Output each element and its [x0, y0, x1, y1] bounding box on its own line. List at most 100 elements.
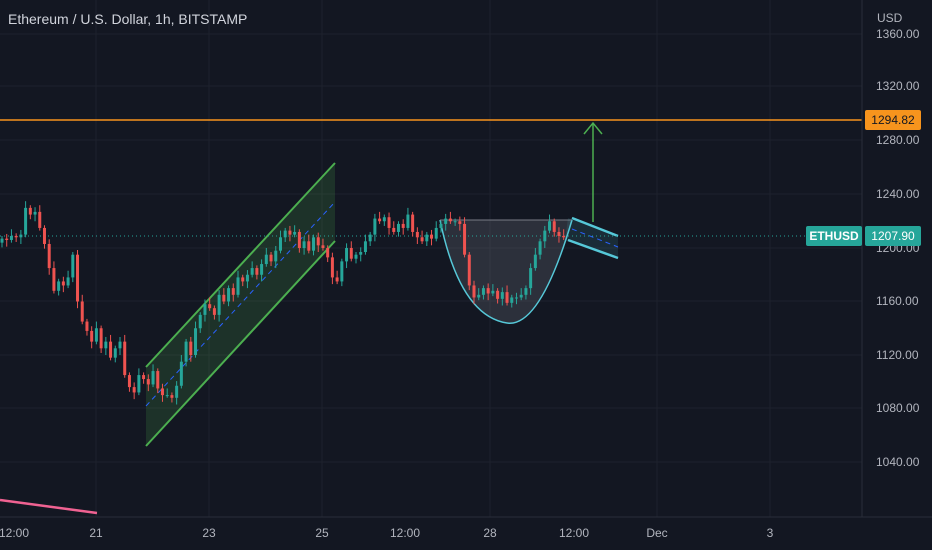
candle-body [316, 237, 320, 246]
ascending-channel[interactable] [145, 162, 336, 447]
candle-body [387, 217, 391, 228]
symbol-title: Ethereum / U.S. Dollar, 1h, BITSTAMP [8, 11, 248, 27]
candle-body [236, 277, 240, 295]
candle-body [109, 341, 113, 358]
candle-body [189, 341, 193, 355]
candle-body [297, 231, 301, 248]
candle-body [137, 375, 141, 393]
candle-body [500, 292, 504, 299]
candle-body [118, 341, 122, 349]
time-tick: 21 [89, 526, 103, 540]
price-tick: 1040.00 [876, 455, 920, 469]
candle-body [33, 211, 37, 215]
time-tick: 12:00 [559, 526, 589, 540]
price-tick: 1080.00 [876, 401, 920, 415]
time-tick: 3 [767, 526, 774, 540]
candle-body [448, 218, 452, 222]
breakout-target-arrow[interactable] [583, 121, 603, 222]
candle-body [170, 395, 174, 398]
candle-body [80, 301, 84, 322]
candle-body [57, 281, 61, 291]
candle-body [156, 371, 160, 389]
candle-body [538, 241, 542, 255]
candle-body [548, 221, 552, 231]
candle-body [61, 281, 65, 286]
candle-body [382, 217, 386, 222]
candle-body [255, 268, 259, 275]
horizontal-level-price-label: 1294.82 [865, 110, 921, 130]
candle-body [340, 261, 344, 282]
price-tick: 1360.00 [876, 27, 920, 41]
candle-body [142, 375, 146, 380]
price-axis[interactable]: 1360.00 1320.00 1280.00 1240.00 1200.00 … [861, 0, 932, 517]
candle-body [250, 268, 254, 275]
candle-body [378, 218, 382, 222]
candle-body [335, 277, 339, 282]
candle-body [264, 254, 268, 265]
candle-body [165, 395, 169, 397]
grid [0, 0, 862, 517]
candle-body [562, 235, 566, 238]
candle-body [66, 277, 70, 286]
time-tick: 25 [315, 526, 329, 540]
candle-body [373, 218, 377, 235]
candle-body [42, 227, 46, 244]
candle-body [363, 241, 367, 253]
candle-body [0, 238, 4, 243]
price-tick: 1280.00 [876, 133, 920, 147]
cup-pattern[interactable] [439, 219, 573, 324]
flag-pattern[interactable] [565, 216, 619, 260]
candle-body [349, 248, 353, 259]
candle-body [5, 238, 9, 240]
candle-body [123, 341, 127, 376]
candle-body [458, 221, 462, 224]
candle-body [222, 294, 226, 302]
candle-body [71, 254, 75, 278]
candle-body [90, 330, 94, 342]
candle-body [52, 268, 56, 291]
time-tick: 28 [483, 526, 497, 540]
candle-body [288, 230, 292, 235]
candle-body [245, 274, 249, 282]
candle-body [198, 314, 202, 329]
candle-body [444, 218, 448, 224]
candle-body [519, 294, 523, 298]
price-tick: 1240.00 [876, 187, 920, 201]
candle-body [227, 288, 231, 302]
candle-body [392, 227, 396, 232]
candle-body [241, 277, 245, 282]
svg-text:1207.90: 1207.90 [871, 229, 915, 243]
candle-body [425, 234, 429, 242]
candle-body [217, 294, 221, 315]
candlestick-series [0, 201, 566, 405]
candle-body [231, 288, 235, 295]
candle-body [160, 388, 164, 396]
candle-body [326, 248, 330, 258]
candle-body [194, 328, 198, 355]
candle-body [274, 250, 278, 262]
candle-body [14, 235, 18, 238]
time-tick: 23 [202, 526, 216, 540]
candle-body [179, 361, 183, 386]
svg-text:1294.82: 1294.82 [871, 113, 915, 127]
candle-body [505, 292, 509, 303]
time-tick: 12:00 [390, 526, 420, 540]
candle-body [496, 290, 500, 299]
candle-body [345, 248, 349, 262]
candle-body [260, 264, 264, 275]
candle-body [406, 214, 410, 228]
candle-body [557, 231, 561, 236]
price-tick: 1320.00 [876, 79, 920, 93]
candle-body [28, 207, 32, 215]
candle-body [47, 243, 51, 269]
candle-body [312, 237, 316, 251]
candle-body [359, 252, 363, 255]
candle-body [552, 221, 556, 232]
candle-body [203, 304, 207, 315]
pink-trendline[interactable] [0, 498, 98, 515]
time-axis[interactable]: 12:00 21 23 25 12:00 28 12:00 Dec 3 [0, 516, 932, 550]
last-price-label: 1207.90 [865, 226, 921, 246]
candle-body [453, 221, 457, 223]
candle-body [514, 297, 518, 299]
